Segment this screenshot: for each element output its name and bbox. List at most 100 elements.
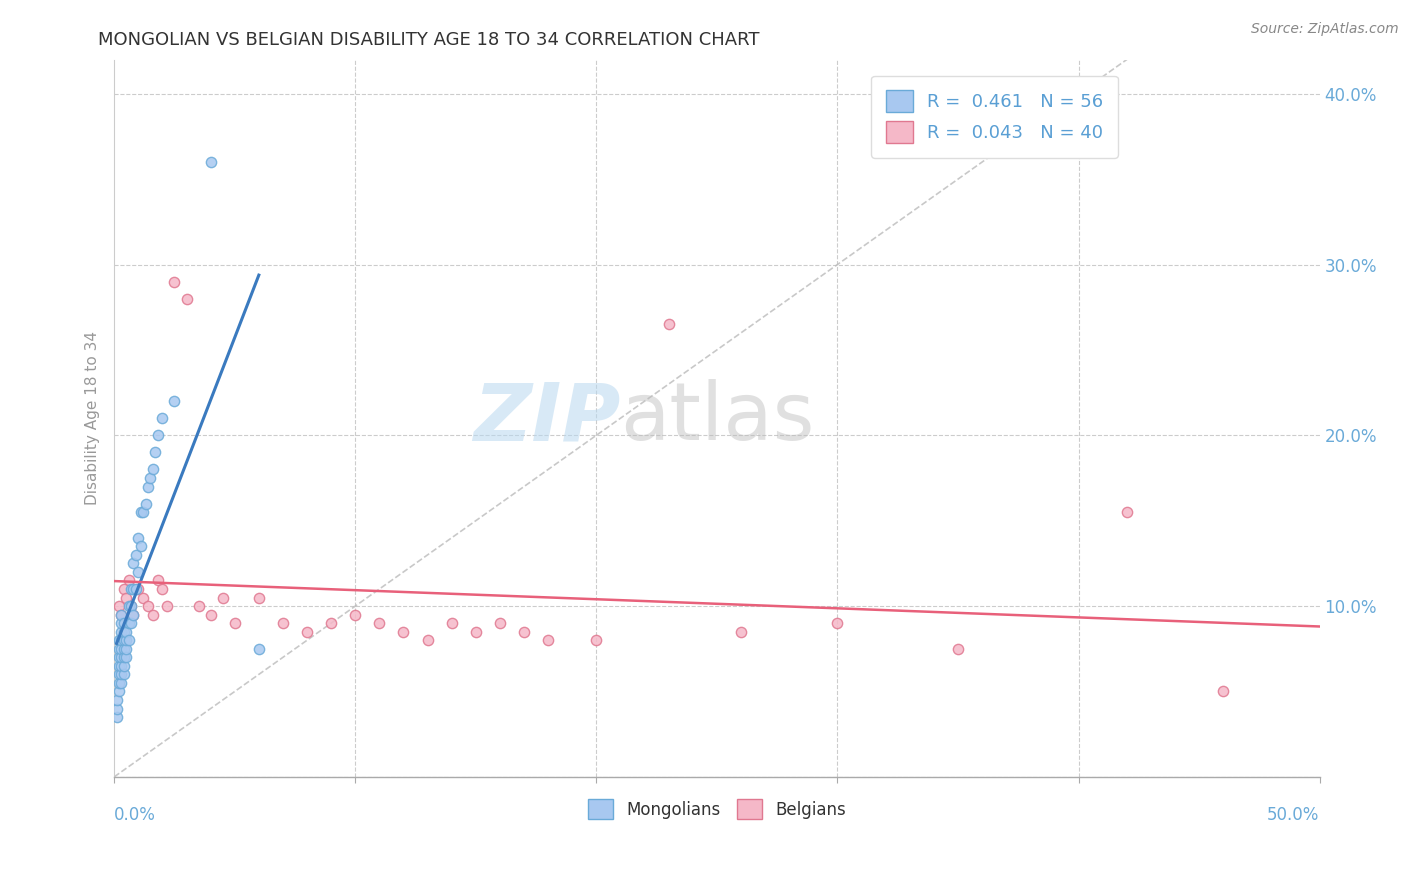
Point xyxy=(108,599,131,613)
Point xyxy=(120,599,142,613)
Text: 50.0%: 50.0% xyxy=(1267,805,1320,823)
Point xyxy=(127,582,149,596)
Point xyxy=(146,574,169,588)
Point xyxy=(143,445,166,459)
Point xyxy=(105,701,128,715)
Point xyxy=(108,633,131,648)
Point xyxy=(176,292,198,306)
Point xyxy=(271,616,294,631)
Point xyxy=(585,633,607,648)
Point xyxy=(187,599,209,613)
Point xyxy=(142,462,165,476)
Y-axis label: Disability Age 18 to 34: Disability Age 18 to 34 xyxy=(86,331,100,505)
Point xyxy=(125,582,148,596)
Point xyxy=(118,616,141,631)
Legend: Mongolians, Belgians: Mongolians, Belgians xyxy=(581,792,852,826)
Point xyxy=(127,531,149,545)
Point xyxy=(112,633,135,648)
Point xyxy=(110,658,132,673)
Point xyxy=(122,607,145,622)
Text: atlas: atlas xyxy=(620,379,815,458)
Point xyxy=(115,624,138,639)
Point xyxy=(112,641,135,656)
Point xyxy=(120,582,142,596)
Point xyxy=(136,599,159,613)
Point xyxy=(118,599,141,613)
Point xyxy=(108,658,131,673)
Point xyxy=(110,667,132,681)
Point xyxy=(132,591,155,605)
Point xyxy=(110,607,132,622)
Point xyxy=(129,539,152,553)
Point xyxy=(163,275,186,289)
Point xyxy=(321,616,343,631)
Point xyxy=(110,633,132,648)
Point xyxy=(156,599,179,613)
Point xyxy=(440,616,463,631)
Point xyxy=(146,428,169,442)
Point xyxy=(115,641,138,656)
Point xyxy=(112,582,135,596)
Point xyxy=(211,591,233,605)
Point xyxy=(110,607,132,622)
Point xyxy=(129,505,152,519)
Point xyxy=(200,607,222,622)
Point xyxy=(122,607,145,622)
Point xyxy=(108,641,131,656)
Point xyxy=(115,591,138,605)
Point xyxy=(112,658,135,673)
Point xyxy=(110,650,132,665)
Point xyxy=(118,574,141,588)
Point xyxy=(122,582,145,596)
Point xyxy=(416,633,439,648)
Point xyxy=(112,616,135,631)
Text: Source: ZipAtlas.com: Source: ZipAtlas.com xyxy=(1251,22,1399,37)
Point xyxy=(464,624,486,639)
Point xyxy=(152,582,174,596)
Point xyxy=(163,394,186,409)
Point xyxy=(513,624,536,639)
Point xyxy=(295,624,318,639)
Point xyxy=(108,650,131,665)
Point xyxy=(112,624,135,639)
Point xyxy=(344,607,367,622)
Point xyxy=(368,616,391,631)
Point xyxy=(125,548,148,562)
Point xyxy=(112,667,135,681)
Point xyxy=(224,616,246,631)
Point xyxy=(108,684,131,698)
Point xyxy=(946,641,969,656)
Point xyxy=(110,676,132,690)
Text: MONGOLIAN VS BELGIAN DISABILITY AGE 18 TO 34 CORRELATION CHART: MONGOLIAN VS BELGIAN DISABILITY AGE 18 T… xyxy=(98,31,759,49)
Point xyxy=(108,667,131,681)
Point xyxy=(112,650,135,665)
Point xyxy=(139,471,162,485)
Point xyxy=(115,633,138,648)
Point xyxy=(110,616,132,631)
Point xyxy=(247,591,270,605)
Point xyxy=(200,155,222,169)
Point xyxy=(392,624,415,639)
Point xyxy=(127,565,149,579)
Point xyxy=(120,616,142,631)
Point xyxy=(108,676,131,690)
Point xyxy=(142,607,165,622)
Point xyxy=(489,616,512,631)
Point xyxy=(110,624,132,639)
Point xyxy=(120,599,142,613)
Text: 0.0%: 0.0% xyxy=(114,805,156,823)
Point xyxy=(537,633,560,648)
Point xyxy=(105,693,128,707)
Point xyxy=(152,411,174,425)
Point xyxy=(247,641,270,656)
Text: ZIP: ZIP xyxy=(472,379,620,458)
Point xyxy=(105,710,128,724)
Point xyxy=(110,641,132,656)
Point xyxy=(115,650,138,665)
Point xyxy=(658,318,681,332)
Point xyxy=(1212,684,1234,698)
Point xyxy=(136,479,159,493)
Point xyxy=(730,624,752,639)
Point xyxy=(827,616,849,631)
Point xyxy=(1115,505,1137,519)
